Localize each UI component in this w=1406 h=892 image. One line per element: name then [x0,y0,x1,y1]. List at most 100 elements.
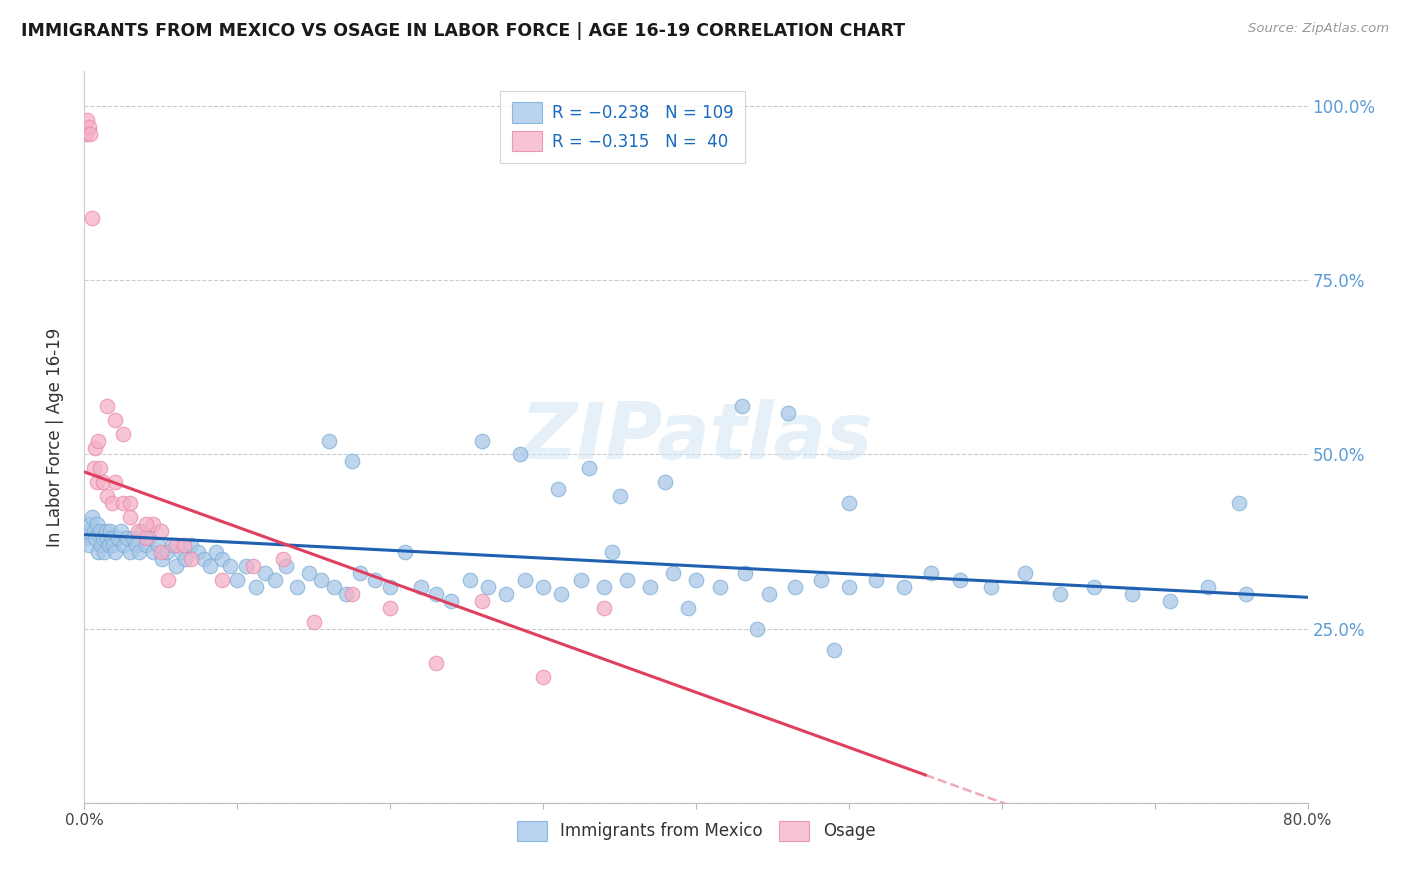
Point [104,475,127,490]
Point [471,594,494,608]
Point [776,406,799,420]
Point [76,113,98,128]
Point [340,454,363,468]
Point [90,538,112,552]
Y-axis label: In Labor Force | Age 16-19: In Labor Force | Age 16-19 [45,327,63,547]
Point [107,531,129,545]
Point [253,566,276,580]
Point [322,580,344,594]
Point [128,545,150,559]
Point [79,127,101,141]
Point [311,573,333,587]
Point [149,524,172,538]
Point [211,552,233,566]
Point [120,496,142,510]
Point [920,566,942,580]
Point [593,600,616,615]
Point [173,538,195,552]
Point [709,580,731,594]
Point [242,558,264,573]
Point [678,600,700,615]
Point [127,524,149,538]
Point [84,441,107,455]
Point [110,524,132,538]
Point [83,461,105,475]
Point [394,545,416,559]
Point [112,538,135,552]
Point [111,496,134,510]
Point [245,580,267,594]
Point [97,538,120,552]
Point [949,573,972,587]
Point [609,489,631,503]
Point [186,545,208,559]
Point [120,510,142,524]
Point [980,580,1002,594]
Point [271,552,294,566]
Point [838,496,860,510]
Point [235,558,257,573]
Point [193,552,215,566]
Point [335,587,357,601]
Point [593,580,616,594]
Point [89,461,111,475]
Point [101,496,124,510]
Point [101,531,124,545]
Point [425,657,447,671]
Point [142,545,165,559]
Point [79,517,101,532]
Point [458,573,481,587]
Point [93,545,115,559]
Point [264,573,287,587]
Point [77,538,100,552]
Point [96,399,118,413]
Legend: Immigrants from Mexico, Osage: Immigrants from Mexico, Osage [509,813,883,849]
Point [477,580,499,594]
Point [87,545,110,559]
Point [298,566,321,580]
Point [77,120,100,134]
Point [578,461,600,475]
Point [425,587,447,601]
Point [569,573,592,587]
Point [785,580,807,594]
Point [198,558,221,573]
Point [111,426,134,441]
Point [823,642,845,657]
Point [87,434,110,448]
Point [94,524,117,538]
Point [364,573,387,587]
Point [276,558,298,573]
Point [135,517,157,532]
Point [838,580,860,594]
Point [218,558,240,573]
Point [1083,580,1105,594]
Text: IMMIGRANTS FROM MEXICO VS OSAGE IN LABOR FORCE | AGE 16-19 CORRELATION CHART: IMMIGRANTS FROM MEXICO VS OSAGE IN LABOR… [21,22,905,40]
Point [125,538,148,552]
Point [157,573,180,587]
Text: Source: ZipAtlas.com: Source: ZipAtlas.com [1249,22,1389,36]
Point [531,670,554,684]
Point [734,566,756,580]
Point [600,545,623,559]
Point [91,475,114,490]
Point [98,524,121,538]
Point [318,434,340,448]
Point [211,573,233,587]
Point [84,531,107,545]
Text: ZIPatlas: ZIPatlas [520,399,872,475]
Point [96,531,118,545]
Point [160,538,183,552]
Point [616,573,638,587]
Point [731,399,754,413]
Point [747,622,769,636]
Point [509,448,531,462]
Point [662,566,685,580]
Point [80,510,103,524]
Point [83,524,105,538]
Point [170,545,193,559]
Point [531,580,554,594]
Point [409,580,432,594]
Point [638,580,661,594]
Point [120,545,142,559]
